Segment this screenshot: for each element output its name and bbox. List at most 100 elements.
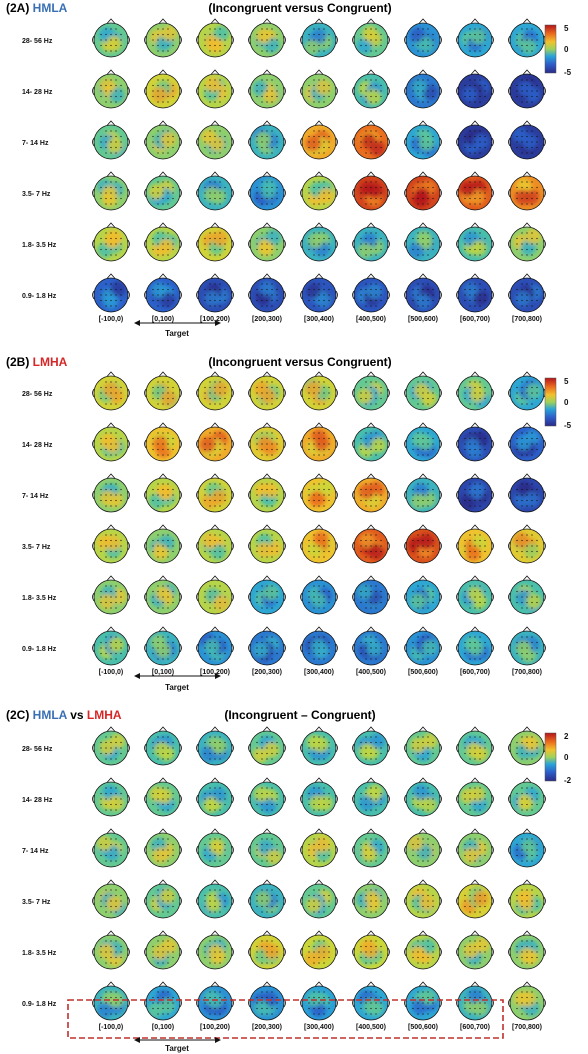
panel-2c-topomap-grid: 28- 56 Hz 14- 28 Hz 7- 14 Hz 3.5- 7 Hz 1.8- … [22,726,546,1031]
colorbar-tick-min: -2 [564,776,572,785]
topomap-head [404,930,442,970]
topomap-head [352,273,390,313]
column-label: [0,100) [152,669,174,676]
row-label: 14- 28 Hz [22,442,53,449]
topomap-head [248,930,286,970]
topomap-head [144,273,182,313]
topomap-head [352,626,390,666]
topomap-head [352,18,390,58]
topomap-head [144,777,182,817]
topomap-head [508,273,546,313]
column-label: [400,500) [356,1024,386,1031]
topomap-head [92,524,130,564]
topomap-head [456,120,494,160]
topomap-head [300,120,338,160]
row-label: 0.9- 1.8 Hz [22,646,57,653]
topomap-head [144,879,182,919]
topomap-head [196,524,234,564]
topomap-head [456,222,494,262]
topomap-head [508,422,546,462]
highlight-dashed-box [67,999,504,1039]
topomap-head [248,473,286,513]
topomap-head [144,69,182,109]
topomap-head [456,981,494,1021]
topomap-head [248,524,286,564]
topomap-head [248,171,286,211]
topomap-head [300,222,338,262]
topomap-head [352,473,390,513]
topomap-head [144,524,182,564]
topomap-head [144,626,182,666]
topomap-head [248,777,286,817]
topomap-head [248,120,286,160]
topomap-head [196,575,234,615]
column-label: [300,400) [304,669,334,676]
colorbar-tick-zero: 0 [564,398,569,407]
topomap-head [92,626,130,666]
topomap-head [508,371,546,411]
topomap-head [196,930,234,970]
topomap-head [248,626,286,666]
panel-2a-topomap-grid: 28- 56 Hz 14- 28 Hz 7- 14 Hz 3.5- 7 Hz 1.8- … [22,18,546,323]
topomap-head [144,828,182,868]
topomap-head [144,120,182,160]
column-label: [200,300) [252,669,282,676]
topomap-head [144,171,182,211]
column-label: [100,200) [200,316,230,323]
topomap-head [508,69,546,109]
column-label: [300,400) [304,316,334,323]
topomap-head [404,879,442,919]
topomap-head [456,273,494,313]
topomap-head [456,371,494,411]
topomap-head [508,473,546,513]
target-label: Target [165,683,189,692]
topomap-head [144,473,182,513]
topomap-head [508,171,546,211]
row-label: 3.5- 7 Hz [22,544,51,551]
topomap-head [144,222,182,262]
topomap-head [508,575,546,615]
panel-2b-target: Target [134,673,221,692]
topomap-head [248,981,286,1021]
topomap-head [196,473,234,513]
topomap-head [300,371,338,411]
topomap-head [196,626,234,666]
topomap-head [456,69,494,109]
row-label: 28- 56 Hz [22,391,53,398]
topomap-head [248,828,286,868]
topomap-head [92,222,130,262]
column-label: [200,300) [252,1024,282,1031]
colorbar-tick-min: -5 [564,68,572,77]
topomap-head [196,273,234,313]
column-label: [-100,0) [99,316,124,323]
panel-2c-subtitle: (Incongruent – Congruent) [224,708,375,722]
row-label: 0.9- 1.8 Hz [22,293,57,300]
topomap-head [352,828,390,868]
topomap-head [508,524,546,564]
topomap-head [508,120,546,160]
topomap-head [248,879,286,919]
row-label: 7- 14 Hz [22,493,49,500]
topomap-head [456,930,494,970]
topomap-head [352,422,390,462]
topomap-head [144,981,182,1021]
topomap-head [456,473,494,513]
topomap-head [196,828,234,868]
topomap-head [300,171,338,211]
topomap-head [352,524,390,564]
topomap-head [508,981,546,1021]
panel-2c-label: (2C) HMLA vs LMHA [6,708,122,722]
panel-2a-label: (2A) HMLA [6,1,68,15]
row-label: 14- 28 Hz [22,797,53,804]
panel-2c-colorbar: 2 0 -2 [544,732,572,785]
target-label: Target [165,1044,189,1053]
column-label: [0,100) [152,1024,174,1031]
topomap-head [352,69,390,109]
column-label: [600,700) [460,669,490,676]
topomap-head [196,18,234,58]
topomap-head [508,222,546,262]
panel-2b: (2B) LMHA (Incongruent versus Congruent)… [6,355,572,692]
topomap-head [352,879,390,919]
topomap-head [300,524,338,564]
topomap-head [144,18,182,58]
